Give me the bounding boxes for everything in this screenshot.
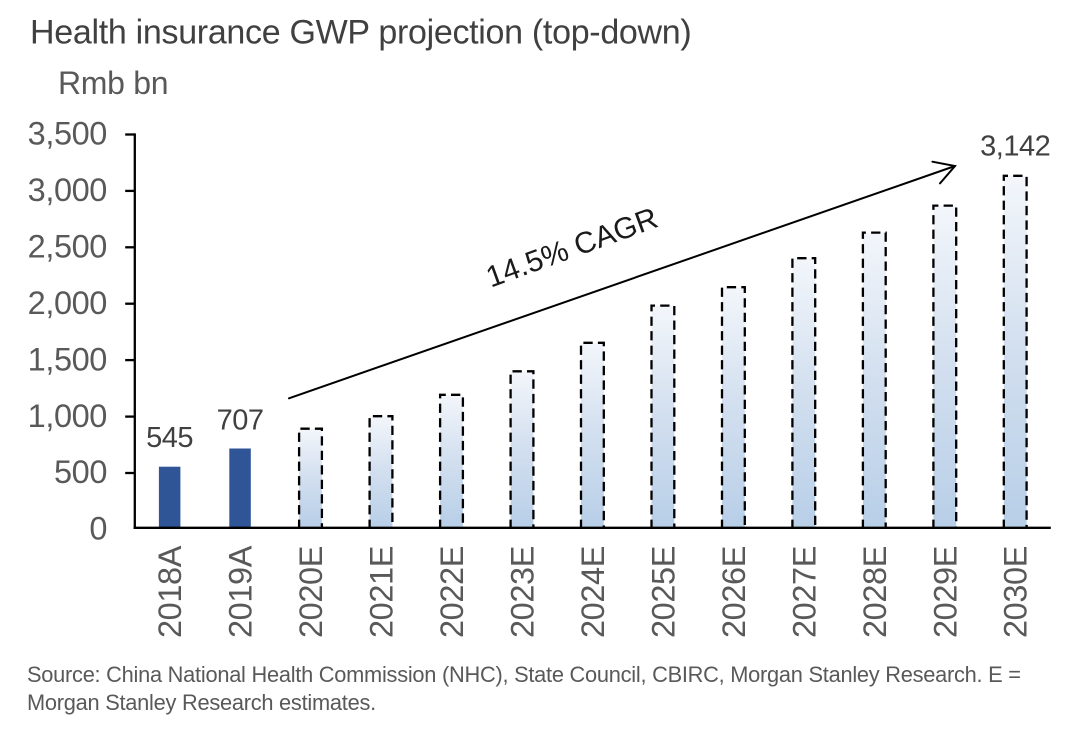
svg-text:2021E: 2021E [364, 546, 400, 638]
svg-text:2029E: 2029E [927, 546, 963, 638]
svg-text:2023E: 2023E [505, 546, 541, 638]
svg-text:2020E: 2020E [293, 546, 329, 638]
svg-text:2022E: 2022E [434, 546, 470, 638]
svg-text:2019A: 2019A [223, 545, 259, 638]
svg-text:2025E: 2025E [645, 546, 681, 638]
svg-text:0: 0 [89, 511, 107, 547]
svg-text:Morgan Stanley Research estima: Morgan Stanley Research estimates. [27, 690, 376, 715]
svg-text:2018A: 2018A [152, 545, 188, 638]
svg-text:3,142: 3,142 [980, 131, 1050, 163]
svg-text:3,500: 3,500 [28, 116, 107, 152]
svg-text:Source: China National Health: Source: China National Health Commission… [27, 662, 1021, 687]
svg-text:2,500: 2,500 [28, 229, 107, 265]
svg-text:3,000: 3,000 [28, 172, 107, 208]
svg-text:2027E: 2027E [786, 546, 822, 638]
svg-text:707: 707 [217, 404, 264, 436]
svg-text:2,000: 2,000 [28, 285, 107, 321]
svg-text:2028E: 2028E [857, 546, 893, 638]
svg-text:500: 500 [54, 454, 107, 490]
svg-text:2024E: 2024E [575, 546, 611, 638]
svg-text:1,500: 1,500 [28, 341, 107, 377]
svg-text:Rmb bn: Rmb bn [58, 65, 168, 101]
svg-text:1,000: 1,000 [28, 398, 107, 434]
svg-text:2030E: 2030E [998, 546, 1034, 638]
svg-text:545: 545 [146, 422, 193, 454]
svg-text:Health insurance GWP projectio: Health insurance GWP projection (top-dow… [30, 14, 691, 52]
svg-text:2026E: 2026E [716, 546, 752, 638]
